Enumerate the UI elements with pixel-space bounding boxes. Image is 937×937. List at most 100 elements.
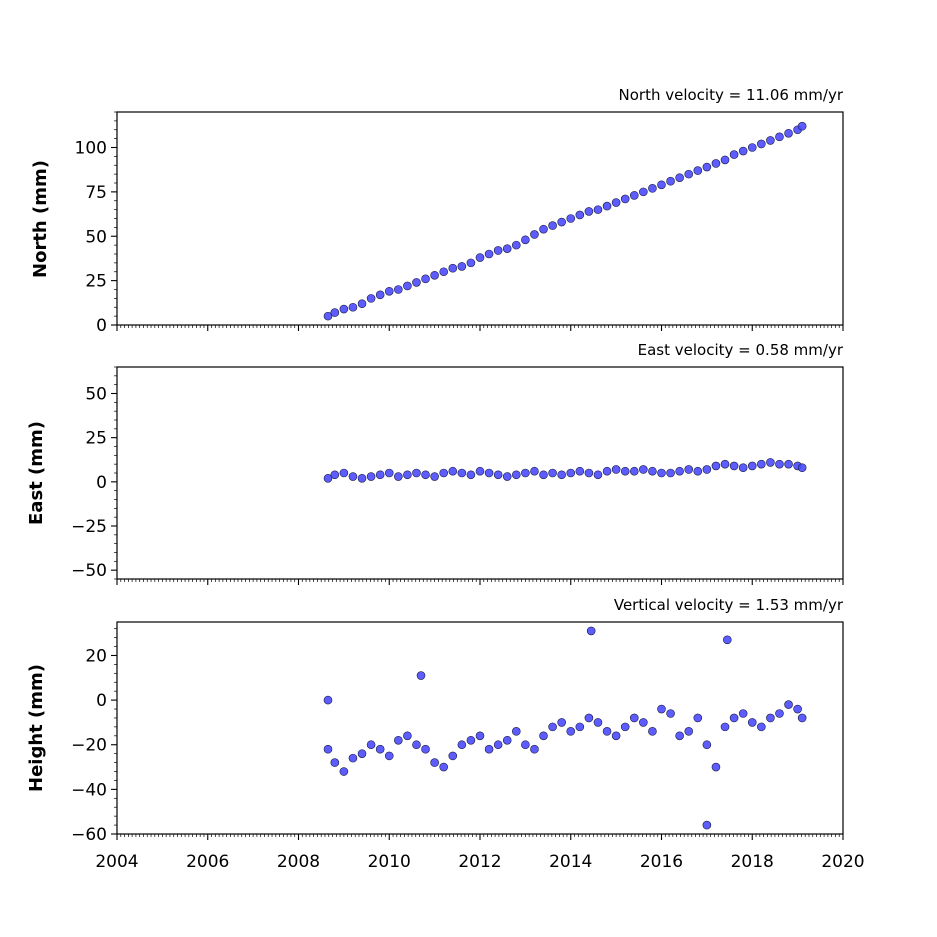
north-data-point: [657, 180, 666, 190]
height-data-point: [466, 735, 476, 745]
height-data-point: [693, 713, 703, 723]
height-data-point: [394, 735, 403, 745]
height-data-point: [521, 740, 530, 750]
north-ytick-label: 50: [85, 227, 107, 247]
east-data-point: [493, 470, 503, 480]
east-data-point: [394, 472, 403, 481]
east-data-point: [575, 466, 585, 476]
east-data-point: [797, 463, 807, 473]
north-velocity-title: North velocity = 11.06 mm/yr: [619, 86, 844, 104]
east-data-point: [729, 461, 739, 471]
height-data-point: [620, 722, 630, 732]
height-xtick-label: 2018: [731, 852, 774, 872]
north-data-point: [702, 162, 712, 172]
east-velocity-title: East velocity = 0.58 mm/yr: [638, 341, 844, 359]
north-ytick-label: 0: [96, 316, 107, 336]
height-data-point: [722, 635, 732, 645]
east-data-point: [584, 468, 594, 478]
north-data-point: [602, 201, 612, 211]
east-data-point: [348, 472, 358, 481]
north-data-point: [720, 155, 730, 165]
height-data-point: [593, 718, 603, 727]
east-data-point: [757, 459, 766, 469]
east-axes-frame: [116, 366, 844, 580]
east-data-point: [675, 466, 684, 476]
north-ytick-label: 75: [85, 183, 107, 203]
east-data-point: [339, 468, 349, 478]
vertical-velocity-title: Vertical velocity = 1.53 mm/yr: [614, 596, 844, 614]
height-data-point: [348, 753, 358, 763]
north-data-point: [775, 132, 784, 142]
height-data-point: [629, 713, 639, 723]
height-xtick-label: 2010: [368, 852, 411, 872]
east-data-point: [611, 465, 621, 474]
east-data-point: [593, 470, 603, 480]
north-data-point: [421, 274, 430, 284]
north-data-point: [711, 159, 721, 168]
east-data-point: [720, 459, 730, 469]
east-data-point: [666, 468, 675, 478]
north-data-point: [738, 146, 748, 156]
height-data-point: [639, 718, 648, 727]
east-data-point: [484, 468, 494, 478]
east-data-point: [657, 468, 666, 478]
east-data-point: [439, 468, 449, 478]
east-data-point: [602, 466, 612, 476]
height-data-point: [702, 740, 712, 750]
north-data-point: [330, 308, 340, 317]
east-data-point: [629, 466, 639, 476]
east-data-point: [521, 468, 530, 478]
north-data-point: [557, 217, 566, 227]
north-data-point: [629, 191, 639, 200]
height-panel: Vertical velocity = 1.53 mm/yr Height (m…: [26, 596, 865, 872]
north-data-point: [548, 221, 557, 230]
east-data-point: [557, 470, 566, 480]
north-data-point: [584, 207, 594, 216]
north-data-point: [412, 278, 421, 287]
east-ylabel: East (mm): [26, 421, 47, 525]
east-ytick-label: 50: [85, 385, 107, 405]
north-data-point: [675, 173, 684, 182]
east-data-point: [684, 465, 694, 474]
height-data-point: [323, 744, 333, 754]
height-data-point: [448, 751, 458, 761]
height-data-point: [784, 700, 793, 709]
north-data-point: [729, 150, 739, 159]
north-data-point: [403, 281, 412, 291]
east-data-point: [566, 468, 576, 478]
height-ytick-label: −40: [71, 780, 107, 800]
east-data-point: [766, 458, 775, 467]
east-ytick-label: −25: [71, 517, 107, 537]
east-ytick-label: −50: [71, 561, 107, 581]
height-data-point: [439, 762, 449, 772]
north-data-point: [747, 143, 757, 152]
height-data-point: [797, 713, 807, 723]
height-data-point: [586, 626, 596, 636]
height-ylabel: Height (mm): [26, 664, 47, 792]
north-ytick-label: 100: [75, 139, 107, 159]
north-data-point: [693, 166, 703, 175]
north-panel: North velocity = 11.06 mm/yr North (mm) …: [30, 86, 844, 336]
north-data-point: [475, 253, 485, 262]
east-points: [323, 458, 807, 483]
height-data-point: [766, 713, 775, 723]
height-ytick-label: 20: [85, 646, 107, 666]
north-data-point: [684, 169, 694, 179]
height-ytick-label: −20: [71, 736, 107, 756]
height-data-point: [403, 731, 412, 741]
height-data-point: [375, 744, 385, 754]
east-data-point: [502, 472, 512, 481]
north-data-point: [457, 262, 467, 271]
height-data-point: [729, 713, 739, 723]
height-xtick-label: 2012: [458, 852, 501, 872]
north-data-point: [575, 210, 585, 220]
north-data-point: [797, 121, 807, 131]
height-xtick-label: 2014: [549, 852, 592, 872]
height-ytick-label: 0: [96, 691, 107, 711]
north-data-point: [766, 136, 775, 145]
north-data-point: [323, 311, 333, 321]
north-ylabel: North (mm): [30, 160, 51, 278]
height-data-point: [684, 727, 694, 736]
height-xtick-label: 2020: [821, 852, 864, 872]
